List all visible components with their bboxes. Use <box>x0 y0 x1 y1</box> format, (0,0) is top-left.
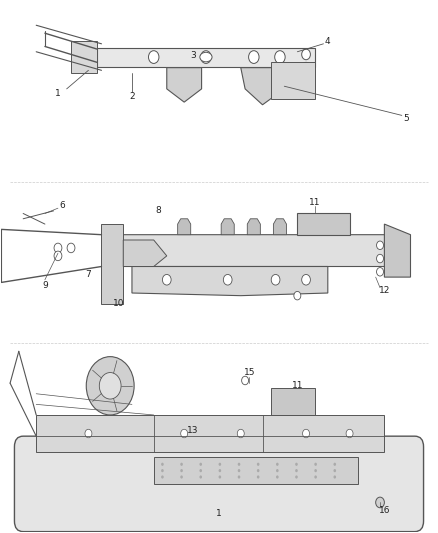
Circle shape <box>180 463 183 466</box>
Circle shape <box>276 475 279 479</box>
Circle shape <box>67 243 75 253</box>
Circle shape <box>199 463 202 466</box>
Circle shape <box>314 463 317 466</box>
Circle shape <box>86 357 134 415</box>
Polygon shape <box>385 224 410 277</box>
Text: 9: 9 <box>42 280 48 289</box>
Circle shape <box>54 243 62 253</box>
Circle shape <box>181 429 187 438</box>
Polygon shape <box>97 47 315 67</box>
Text: 2: 2 <box>129 92 135 101</box>
Circle shape <box>295 475 298 479</box>
Text: 8: 8 <box>155 206 161 215</box>
Text: 6: 6 <box>60 201 65 210</box>
Circle shape <box>80 44 97 65</box>
Circle shape <box>377 241 384 249</box>
Circle shape <box>219 475 221 479</box>
Circle shape <box>295 463 298 466</box>
Circle shape <box>314 469 317 472</box>
Circle shape <box>238 475 240 479</box>
Circle shape <box>180 469 183 472</box>
Text: 16: 16 <box>378 506 390 515</box>
Circle shape <box>242 376 249 385</box>
Circle shape <box>199 475 202 479</box>
Text: 15: 15 <box>244 368 255 377</box>
Circle shape <box>295 469 298 472</box>
Circle shape <box>180 475 183 479</box>
Polygon shape <box>167 68 201 102</box>
Polygon shape <box>110 235 402 266</box>
Circle shape <box>302 62 311 73</box>
Circle shape <box>148 51 159 63</box>
Circle shape <box>85 429 92 438</box>
Circle shape <box>294 292 301 300</box>
Polygon shape <box>247 219 260 235</box>
FancyBboxPatch shape <box>14 436 424 531</box>
Circle shape <box>377 268 384 276</box>
Circle shape <box>219 469 221 472</box>
Circle shape <box>346 429 353 438</box>
Circle shape <box>161 469 164 472</box>
Polygon shape <box>71 41 97 73</box>
Polygon shape <box>123 240 167 266</box>
Circle shape <box>161 463 164 466</box>
Circle shape <box>302 49 311 60</box>
Text: 11: 11 <box>292 381 303 390</box>
Circle shape <box>314 475 317 479</box>
Text: 10: 10 <box>113 299 125 308</box>
Polygon shape <box>273 219 286 235</box>
Polygon shape <box>36 415 385 452</box>
Circle shape <box>238 463 240 466</box>
Polygon shape <box>297 214 350 235</box>
Circle shape <box>238 469 240 472</box>
Circle shape <box>199 469 202 472</box>
Text: 13: 13 <box>187 426 199 435</box>
Polygon shape <box>271 389 315 415</box>
Polygon shape <box>178 219 191 235</box>
Text: 1: 1 <box>216 508 222 518</box>
Polygon shape <box>271 62 315 100</box>
Polygon shape <box>241 68 284 105</box>
Circle shape <box>333 475 336 479</box>
Circle shape <box>54 251 62 261</box>
Polygon shape <box>132 266 328 296</box>
Polygon shape <box>221 219 234 235</box>
Circle shape <box>161 475 164 479</box>
Circle shape <box>257 463 259 466</box>
Circle shape <box>302 274 311 285</box>
Circle shape <box>162 274 171 285</box>
Circle shape <box>333 463 336 466</box>
Text: 1: 1 <box>55 88 61 98</box>
Text: 12: 12 <box>379 286 390 295</box>
Circle shape <box>257 475 259 479</box>
Circle shape <box>275 51 285 63</box>
Text: 3: 3 <box>190 51 196 60</box>
Circle shape <box>377 254 384 263</box>
Text: 11: 11 <box>309 198 321 207</box>
Polygon shape <box>102 224 123 304</box>
Circle shape <box>223 274 232 285</box>
Text: 5: 5 <box>403 114 409 123</box>
Circle shape <box>376 497 385 508</box>
Circle shape <box>201 51 211 63</box>
Text: 4: 4 <box>325 37 331 46</box>
Ellipse shape <box>200 52 212 62</box>
Circle shape <box>276 469 279 472</box>
Circle shape <box>271 274 280 285</box>
Polygon shape <box>154 457 358 484</box>
Circle shape <box>333 469 336 472</box>
Text: 7: 7 <box>85 270 91 279</box>
Circle shape <box>99 373 121 399</box>
Circle shape <box>276 463 279 466</box>
Circle shape <box>249 51 259 63</box>
Circle shape <box>237 429 244 438</box>
Circle shape <box>257 469 259 472</box>
Circle shape <box>303 429 310 438</box>
Circle shape <box>219 463 221 466</box>
